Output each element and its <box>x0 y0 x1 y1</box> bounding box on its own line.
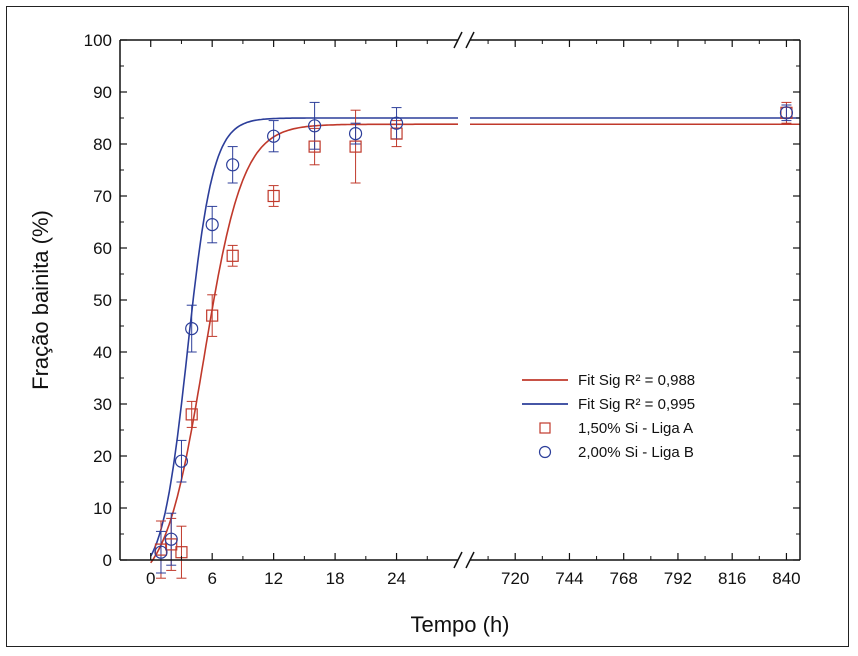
x-tick-label: 18 <box>326 569 345 588</box>
data-point-liga-b <box>308 119 322 133</box>
data-point-liga-b <box>164 532 178 546</box>
data-point-liga-a <box>206 309 219 322</box>
error-bar <box>391 107 402 140</box>
bottom-axis-break-mark-2 <box>465 551 475 569</box>
data-markers <box>154 106 794 559</box>
data-point-liga-b <box>226 158 240 172</box>
x-tick-label: 720 <box>501 569 529 588</box>
x-tick-label: 12 <box>264 569 283 588</box>
legend-circle-swatch <box>538 445 552 459</box>
error-bar <box>207 294 218 337</box>
data-point-liga-b <box>174 454 189 468</box>
x-tick-label: 840 <box>772 569 800 588</box>
error-bar <box>268 120 279 153</box>
error-bar <box>207 205 218 244</box>
y-tick-label: 40 <box>93 343 112 362</box>
y-tick-label: 20 <box>93 447 112 466</box>
fit-curve-2-left <box>149 117 458 557</box>
legend-label: 2,00% Si - Liga B <box>578 444 694 461</box>
data-point-liga-b <box>205 218 219 232</box>
error-bar <box>227 146 238 184</box>
y-axis-title: Fração bainita (%) <box>28 210 53 390</box>
data-point-liga-b <box>779 106 794 120</box>
legend-label: Fit Sig R² = 0,988 <box>578 372 695 389</box>
y-tick-label: 0 <box>103 551 112 570</box>
data-point-liga-a <box>349 140 362 153</box>
legend-label: 1,50% Si - Liga A <box>578 420 693 437</box>
y-tick-label: 50 <box>93 291 112 310</box>
x-tick-label: 792 <box>664 569 692 588</box>
y-tick-label: 60 <box>93 239 112 258</box>
error-bar <box>227 244 238 267</box>
error-bar <box>350 109 361 184</box>
x-tick-label: 744 <box>555 569 583 588</box>
top-axis-break-mark-2 <box>465 31 475 49</box>
bottom-axis-break-mark-1 <box>453 551 463 569</box>
y-tick-label: 10 <box>93 499 112 518</box>
y-tick-label: 100 <box>84 31 112 50</box>
fit-curves <box>149 117 800 564</box>
fit-curve-1-left <box>150 123 458 564</box>
error-bar <box>155 530 166 574</box>
figure-frame <box>6 6 849 647</box>
data-point-liga-b <box>154 545 168 559</box>
data-point-liga-b <box>348 127 363 141</box>
legend: Fit Sig R² = 0,988 Fit Sig R² = 0,995 1,50… <box>522 372 695 461</box>
y-tick-label: 80 <box>93 135 112 154</box>
error-bar <box>268 185 279 207</box>
error-bars <box>155 101 792 579</box>
y-tick-label: 70 <box>93 187 112 206</box>
legend-label: Fit Sig R² = 0,995 <box>578 396 695 413</box>
error-bar <box>176 439 187 483</box>
legend-square-swatch <box>539 422 551 434</box>
data-point-liga-b <box>185 322 199 336</box>
x-tick-label: 816 <box>718 569 746 588</box>
tick-labels: 0 10 20 30 40 50 60 70 80 90 100 0 6 12 18 24 720 744 768 7… <box>84 31 801 588</box>
data-point-liga-b <box>267 129 281 143</box>
error-bar <box>176 525 187 579</box>
x-tick-label: 24 <box>387 569 406 588</box>
x-axis-title: Tempo (h) <box>410 612 509 637</box>
data-point-liga-a <box>308 140 321 153</box>
y-tick-label: 30 <box>93 395 112 414</box>
axes <box>119 31 801 569</box>
error-bar <box>186 304 197 353</box>
data-point-liga-a <box>390 127 403 140</box>
data-point-liga-a <box>165 538 178 551</box>
data-point-liga-a <box>226 249 239 262</box>
data-point-liga-b <box>389 116 404 130</box>
data-point-liga-a <box>267 189 280 203</box>
x-tick-label: 0 <box>146 569 155 588</box>
y-tick-label: 90 <box>93 83 112 102</box>
x-tick-label: 6 <box>207 569 216 588</box>
error-bar <box>186 400 197 428</box>
top-axis-break-mark-1 <box>453 31 463 49</box>
data-point-liga-a <box>185 408 198 421</box>
x-tick-label: 768 <box>610 569 638 588</box>
